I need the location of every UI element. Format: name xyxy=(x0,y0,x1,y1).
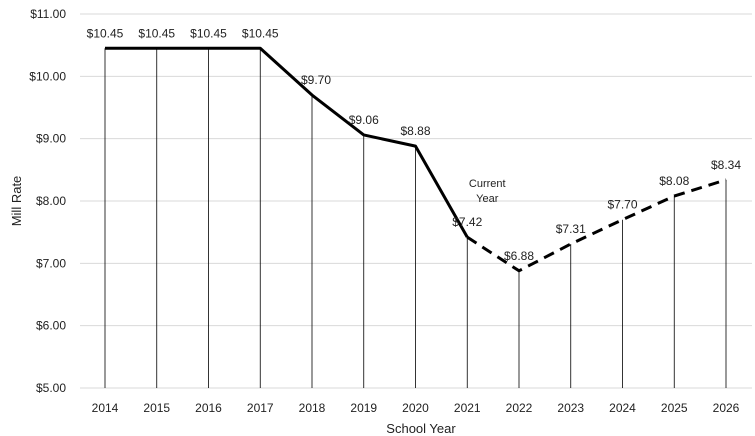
x-tick-label: 2021 xyxy=(454,401,481,415)
y-tick-label: $9.00 xyxy=(36,132,66,146)
drop-lines xyxy=(104,48,727,388)
data-label: $7.42 xyxy=(452,215,482,229)
x-tick-label: 2015 xyxy=(143,401,170,415)
x-tick-label: 2019 xyxy=(350,401,377,415)
data-label: $7.70 xyxy=(607,198,637,212)
x-tick-label: 2026 xyxy=(713,401,740,415)
x-tick-label: 2018 xyxy=(299,401,326,415)
data-label: $10.45 xyxy=(190,26,227,40)
data-label: $9.70 xyxy=(301,73,331,87)
x-tick-label: 2025 xyxy=(661,401,688,415)
annotation-year: Year xyxy=(476,193,499,205)
grid-layer xyxy=(80,13,752,389)
data-label: $7.31 xyxy=(556,222,586,236)
data-label: $9.06 xyxy=(349,113,379,127)
x-tick-label: 2020 xyxy=(402,401,429,415)
data-label: $8.88 xyxy=(400,124,430,138)
x-axis-title: School Year xyxy=(386,421,456,436)
x-tick-label: 2014 xyxy=(92,401,119,415)
data-label: $6.88 xyxy=(504,249,534,263)
series-line-dashed xyxy=(466,178,727,273)
y-axis-title: Mill Rate xyxy=(9,176,24,227)
x-tick-label: 2024 xyxy=(609,401,636,415)
y-tick-label: $11.00 xyxy=(30,7,66,21)
y-tick-label: $10.00 xyxy=(29,69,66,83)
data-label: $10.45 xyxy=(242,26,279,40)
y-tick-label: $6.00 xyxy=(36,319,66,333)
x-tick-label: 2022 xyxy=(506,401,533,415)
x-tick-label: 2023 xyxy=(557,401,584,415)
series-line xyxy=(105,46,727,273)
data-label: $10.45 xyxy=(87,26,124,40)
y-tick-label: $7.00 xyxy=(36,256,66,270)
data-label: $8.08 xyxy=(659,174,689,188)
axis-ticks: $5.00 $6.00 $7.00 $8.00 $9.00 $10.00 $11.00 201… xyxy=(29,7,739,415)
x-tick-label: 2017 xyxy=(247,401,274,415)
y-tick-label: $5.00 xyxy=(36,381,66,395)
x-tick-label: 2016 xyxy=(195,401,222,415)
data-label: $8.34 xyxy=(711,158,741,172)
annotation-current: Current xyxy=(469,178,506,190)
data-label: $10.45 xyxy=(138,26,175,40)
y-tick-label: $8.00 xyxy=(36,194,66,208)
series-line-solid xyxy=(105,46,469,238)
data-labels: $10.45 $10.45 $10.45 $10.45 $9.70 $9.06 $8.88 $… xyxy=(87,26,742,263)
